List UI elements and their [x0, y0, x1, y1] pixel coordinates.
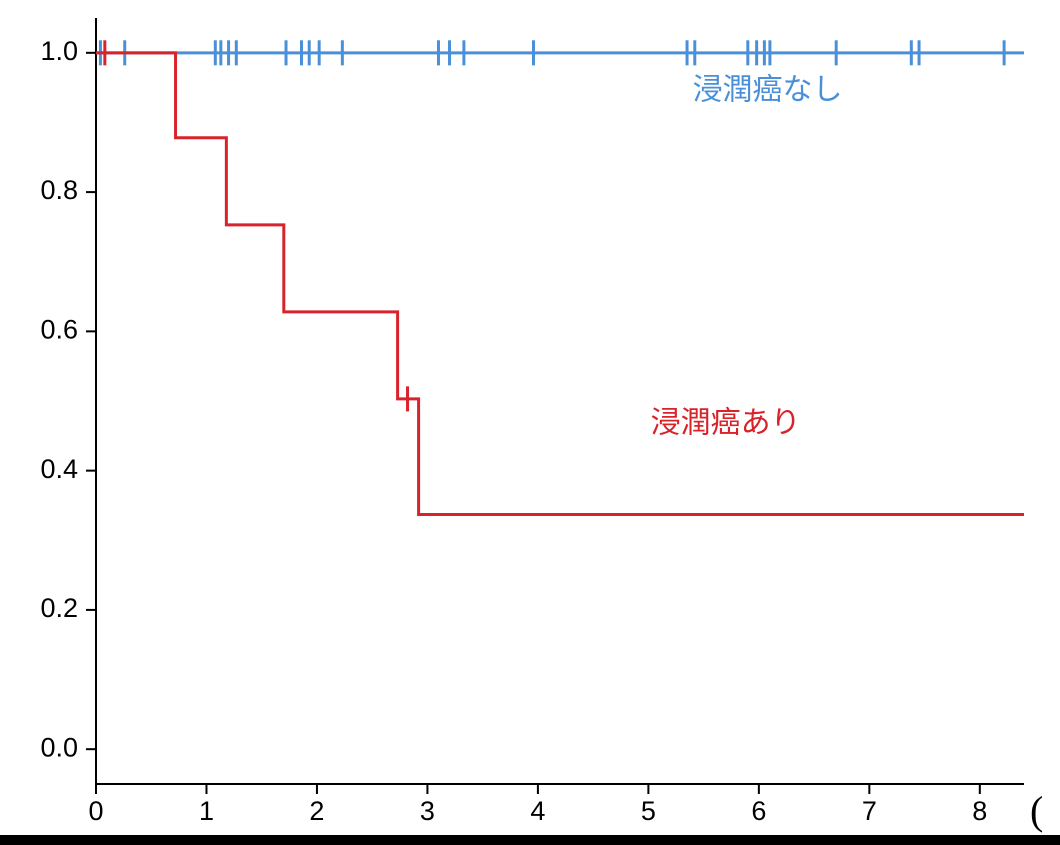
x-tick-label: 8 — [972, 796, 987, 826]
x-tick-label: 7 — [862, 796, 877, 826]
chart-bg — [0, 0, 1060, 845]
y-tick-label: 0.2 — [40, 593, 78, 623]
x-tick-label: 4 — [530, 796, 545, 826]
x-tick-label: 0 — [88, 796, 103, 826]
x-tick-label: 2 — [309, 796, 324, 826]
y-tick-label: 0.0 — [40, 732, 78, 762]
x-tick-label: 5 — [641, 796, 656, 826]
x-tick-label: 3 — [420, 796, 435, 826]
x-tick-label: 1 — [199, 796, 214, 826]
x-axis-paren: ( — [1030, 788, 1043, 833]
series-label-no-invasive: 浸潤癌なし — [693, 73, 843, 106]
km-chart-container: 0.0 0.2 0.4 0.6 0.8 1.0 0 1 2 3 4 5 6 7 8 ( 浸潤癌なし浸潤癌あり — [0, 0, 1060, 845]
y-tick-label: 0.6 — [40, 314, 78, 344]
x-tick-label: 6 — [751, 796, 766, 826]
y-tick-label: 1.0 — [40, 36, 78, 66]
km-chart-svg: 0.0 0.2 0.4 0.6 0.8 1.0 0 1 2 3 4 5 6 7 8 ( 浸潤癌なし浸潤癌あり — [0, 0, 1060, 845]
bottom-border — [0, 835, 1060, 845]
y-tick-label: 0.4 — [40, 454, 78, 484]
series-label-invasive: 浸潤癌あり — [651, 406, 801, 439]
y-tick-label: 0.8 — [40, 175, 78, 205]
